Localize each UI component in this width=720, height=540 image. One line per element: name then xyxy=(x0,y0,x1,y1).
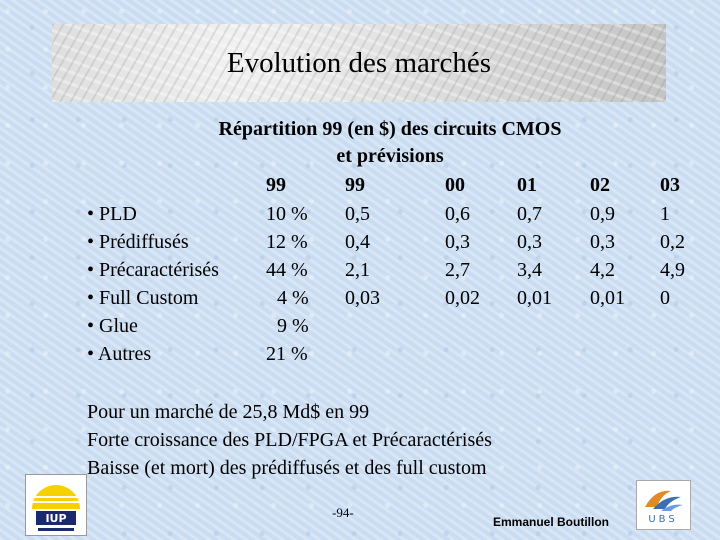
ubs-logo-text: UBS xyxy=(648,514,677,525)
row-value: 0,3 xyxy=(517,231,542,253)
row-label: • Précaractérisés xyxy=(87,259,219,281)
header-year-00: 00 xyxy=(445,174,465,196)
iup-logo-icon: IUP xyxy=(25,474,87,536)
header-year-02: 02 xyxy=(590,174,610,196)
row-value: 0,4 xyxy=(345,231,370,253)
row-label: • Prédiffusés xyxy=(87,231,189,253)
row-label: • PLD xyxy=(87,203,137,225)
summary-line-1: Pour un marché de 25,8 Md$ en 99 xyxy=(87,401,370,423)
row-value: 0 xyxy=(660,287,670,309)
iup-logo-graphic: IUP xyxy=(32,485,80,531)
row-value: 1 xyxy=(660,203,670,225)
row-value: 0,3 xyxy=(445,231,470,253)
row-value: 0,9 xyxy=(590,203,615,225)
row-share: 21 % xyxy=(266,343,308,365)
row-share: 44 % xyxy=(266,259,308,281)
row-label: • Glue xyxy=(87,315,138,337)
row-label: • Full Custom xyxy=(87,287,199,309)
row-share: 10 % xyxy=(266,203,308,225)
row-value: 0,6 xyxy=(445,203,470,225)
title-banner: Evolution des marchés xyxy=(52,24,666,102)
row-share: 4 % xyxy=(277,287,309,309)
row-value: 0,7 xyxy=(517,203,542,225)
row-share: 9 % xyxy=(277,315,309,337)
row-value: 3,4 xyxy=(517,259,542,281)
row-value: 0,01 xyxy=(517,287,552,309)
header-share-99: 99 xyxy=(266,174,286,196)
row-value: 0,01 xyxy=(590,287,625,309)
summary-line-2: Forte croissance des PLD/FPGA et Précara… xyxy=(87,429,492,451)
row-share: 12 % xyxy=(266,231,308,253)
header-year-01: 01 xyxy=(517,174,537,196)
row-value: 0,5 xyxy=(345,203,370,225)
iup-logo-text: IUP xyxy=(45,512,66,525)
row-label: • Autres xyxy=(87,343,152,365)
header-year-99: 99 xyxy=(345,174,365,196)
row-value: 0,03 xyxy=(345,287,380,309)
row-value: 4,9 xyxy=(660,259,685,281)
row-value: 2,1 xyxy=(345,259,370,281)
header-year-03: 03 xyxy=(660,174,680,196)
ubs-logo-icon: UBS xyxy=(636,480,691,530)
author-name: Emmanuel Boutillon xyxy=(493,515,610,529)
row-value: 0,2 xyxy=(660,231,685,253)
row-value: 0,3 xyxy=(590,231,615,253)
page-number: -94- xyxy=(332,505,354,520)
row-value: 2,7 xyxy=(445,259,470,281)
row-value: 4,2 xyxy=(590,259,615,281)
subtitle-line-2: et prévisions xyxy=(336,145,444,167)
subtitle-line-1: Répartition 99 (en $) des circuits CMOS xyxy=(218,118,562,140)
ubs-logo-graphic: UBS xyxy=(645,490,683,525)
summary-line-3: Baisse (et mort) des prédiffusés et des … xyxy=(87,457,487,479)
slide-title: Evolution des marchés xyxy=(226,46,492,79)
row-value: 0,02 xyxy=(445,287,480,309)
